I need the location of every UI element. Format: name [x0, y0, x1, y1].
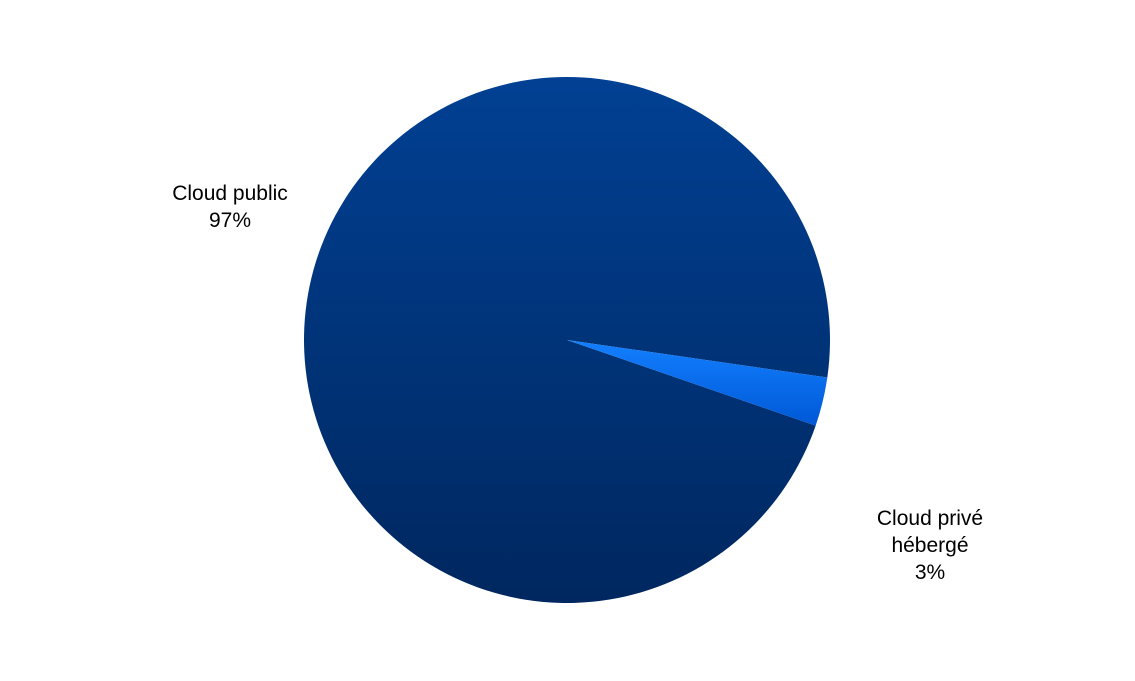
- pie-slice-cloud-prive-heberge: [567, 340, 828, 426]
- slice-label-value: 97%: [208, 209, 252, 232]
- pie-slices: [303, 76, 830, 603]
- slice-label-name-line-1: Cloud privé: [876, 507, 984, 530]
- slice-label-name: Cloud public: [172, 182, 288, 205]
- slice-label-value: 3%: [914, 561, 946, 584]
- slice-label-cloud-prive-heberge: Cloud privé hébergé 3%: [840, 505, 1020, 586]
- slice-label-cloud-public: Cloud public 97%: [140, 180, 320, 234]
- pie-slice-cloud-public: [303, 76, 830, 603]
- slice-label-name-line-2: hébergé: [891, 534, 969, 557]
